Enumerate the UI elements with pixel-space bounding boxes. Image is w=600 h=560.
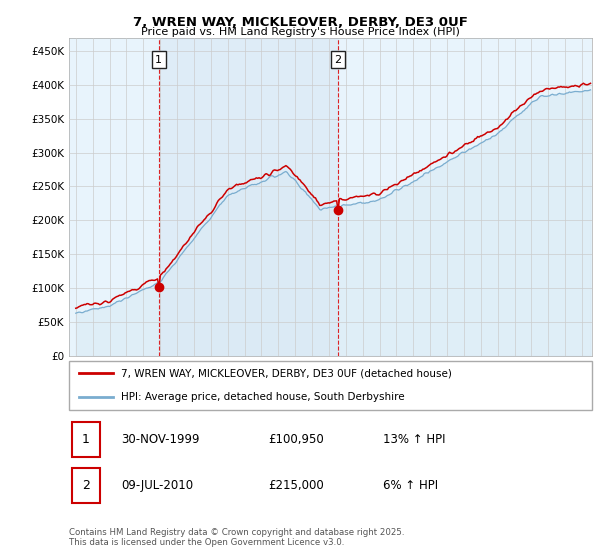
FancyBboxPatch shape: [71, 468, 100, 503]
Text: 2: 2: [334, 55, 341, 65]
Text: 7, WREN WAY, MICKLEOVER, DERBY, DE3 0UF (detached house): 7, WREN WAY, MICKLEOVER, DERBY, DE3 0UF …: [121, 368, 452, 379]
Text: £215,000: £215,000: [268, 479, 323, 492]
Text: 13% ↑ HPI: 13% ↑ HPI: [383, 433, 445, 446]
Text: Contains HM Land Registry data © Crown copyright and database right 2025.
This d: Contains HM Land Registry data © Crown c…: [69, 528, 404, 547]
Text: 7, WREN WAY, MICKLEOVER, DERBY, DE3 0UF: 7, WREN WAY, MICKLEOVER, DERBY, DE3 0UF: [133, 16, 467, 29]
FancyBboxPatch shape: [71, 422, 100, 457]
Text: HPI: Average price, detached house, South Derbyshire: HPI: Average price, detached house, Sout…: [121, 392, 405, 402]
Text: 2: 2: [82, 479, 90, 492]
Bar: [159, 38, 338, 356]
Text: Price paid vs. HM Land Registry's House Price Index (HPI): Price paid vs. HM Land Registry's House …: [140, 27, 460, 37]
Text: 30-NOV-1999: 30-NOV-1999: [121, 433, 200, 446]
Text: 09-JUL-2010: 09-JUL-2010: [121, 479, 193, 492]
Text: 1: 1: [155, 55, 162, 65]
FancyBboxPatch shape: [69, 361, 592, 410]
Text: 1: 1: [82, 433, 90, 446]
Text: £100,950: £100,950: [268, 433, 323, 446]
Text: 6% ↑ HPI: 6% ↑ HPI: [383, 479, 438, 492]
